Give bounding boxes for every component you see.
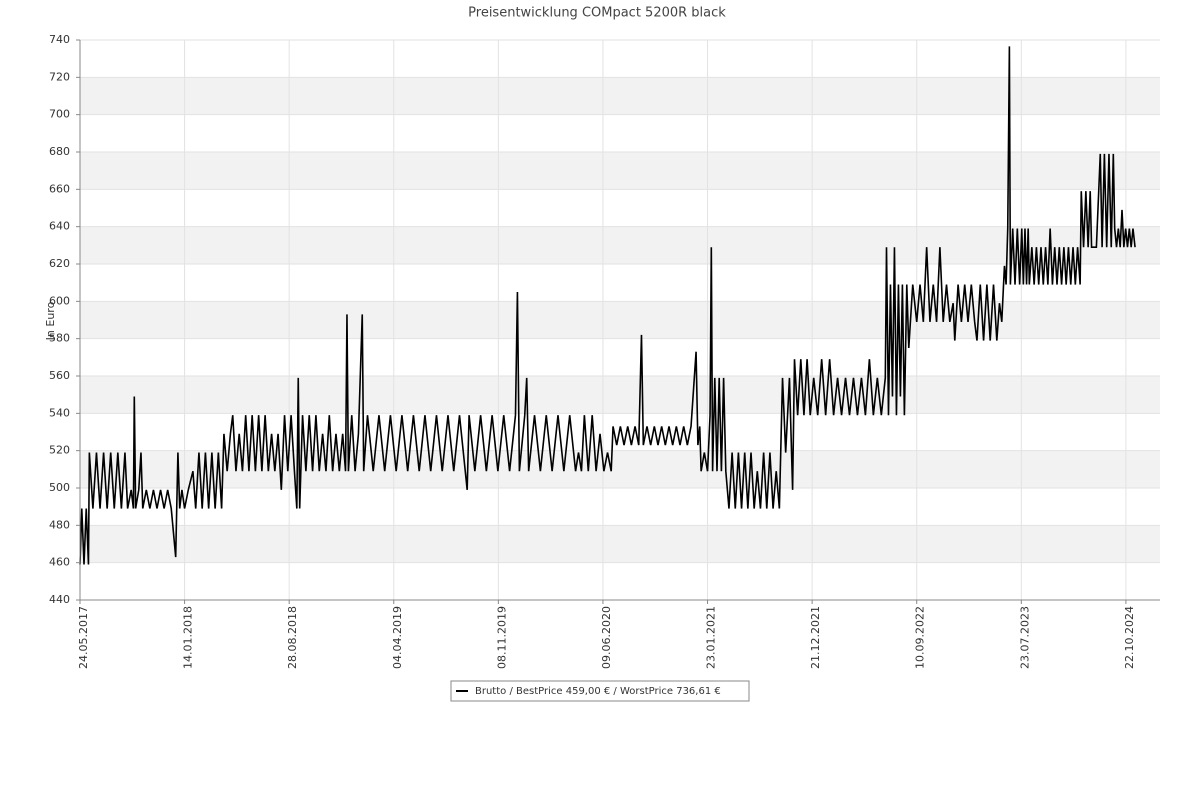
y-tick-label: 480 — [49, 518, 70, 531]
y-tick-label: 560 — [49, 369, 70, 382]
y-axis-label: In Euro — [44, 301, 57, 340]
y-tick-label: 640 — [49, 220, 70, 233]
y-tick-label: 520 — [49, 444, 70, 457]
x-tick-label: 09.06.2020 — [600, 606, 613, 669]
grid-band — [80, 525, 1160, 563]
grid-band — [80, 226, 1160, 264]
x-tick-label: 21.12.2021 — [809, 606, 822, 669]
plot — [79, 46, 1136, 565]
y-tick-label: 740 — [49, 33, 70, 46]
x-tick-label: 14.01.2018 — [182, 606, 195, 669]
bands — [80, 77, 1160, 563]
grid-band — [80, 152, 1160, 190]
y-tick-label: 500 — [49, 481, 70, 494]
y-tick-label: 600 — [49, 294, 70, 307]
grid-band — [80, 376, 1160, 414]
x-tick-label: 23.07.2023 — [1018, 606, 1031, 669]
y-tick-label: 720 — [49, 70, 70, 83]
y-tick-label: 680 — [49, 145, 70, 158]
chart-title: Preisentwicklung COMpact 5200R black — [468, 6, 726, 21]
y-tick-label: 660 — [49, 182, 70, 195]
x-tick-label: 22.10.2024 — [1123, 606, 1136, 669]
x-tick-label: 10.09.2022 — [914, 606, 927, 669]
legend-box — [450, 680, 750, 702]
y-tick-label: 460 — [49, 556, 70, 569]
y-tick-label: 440 — [49, 593, 70, 606]
y-tick-label: 540 — [49, 406, 70, 419]
grid-band — [80, 77, 1160, 115]
y-tick-label: 700 — [49, 108, 70, 121]
x-tick-label: 28.08.2018 — [286, 606, 299, 669]
grid-band — [80, 301, 1160, 339]
grid-band — [80, 450, 1160, 488]
axes: 440 460 480 500 520 540 560 580 600 620 640 660 680 7… — [49, 33, 1160, 669]
legend-label: Brutto / BestPrice 459,00 € / WorstPrice… — [475, 686, 721, 697]
y-tick-label: 580 — [49, 332, 70, 345]
price-line — [79, 46, 1136, 565]
x-tick-label: 08.11.2019 — [495, 606, 508, 669]
x-tick-label: 04.04.2019 — [391, 606, 404, 669]
x-tick-label: 24.05.2017 — [77, 606, 90, 669]
x-tick-label: 23.01.2021 — [705, 606, 718, 669]
y-tick-label: 620 — [49, 257, 70, 270]
